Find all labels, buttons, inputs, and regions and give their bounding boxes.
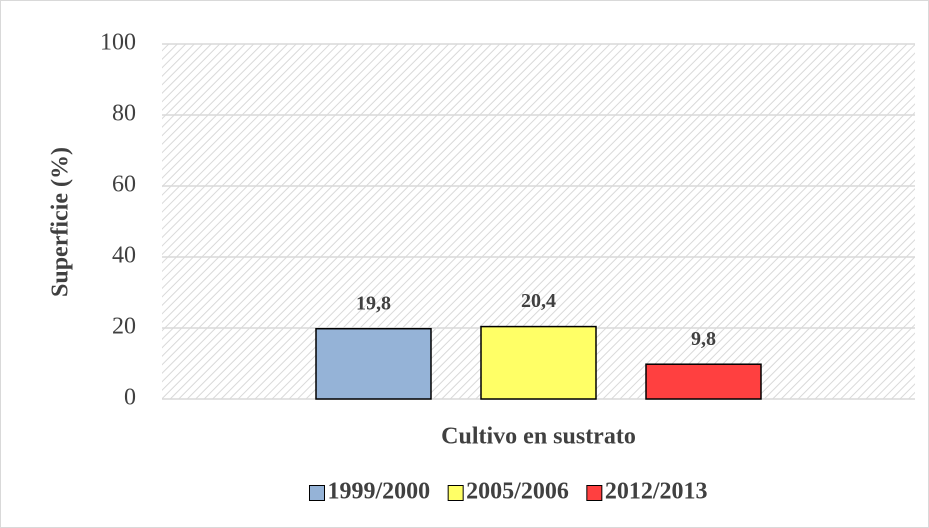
legend-swatch: [586, 485, 603, 501]
legend-label: 2012/2013: [605, 479, 708, 505]
legend-label: 1999/2000: [327, 479, 430, 505]
y-tick-label: 40: [112, 243, 136, 269]
bar: [315, 327, 432, 400]
y-tick-label: 100: [100, 30, 136, 56]
bar: [480, 325, 597, 400]
y-axis-title: Superficie (%): [48, 147, 74, 297]
y-tick-label: 0: [124, 385, 136, 411]
y-tick-label: 20: [112, 314, 136, 340]
data-label: 20,4: [521, 290, 556, 312]
y-tick-label: 80: [112, 101, 136, 127]
legend-swatch: [447, 485, 464, 501]
data-label: 19,8: [356, 292, 391, 314]
data-label: 9,8: [691, 328, 716, 350]
legend-swatch: [308, 485, 325, 501]
bar: [645, 363, 762, 400]
x-tick-label: Cultivo en sustrato: [441, 424, 636, 450]
legend-label: 2005/2006: [466, 479, 569, 505]
y-tick-label: 60: [112, 172, 136, 198]
